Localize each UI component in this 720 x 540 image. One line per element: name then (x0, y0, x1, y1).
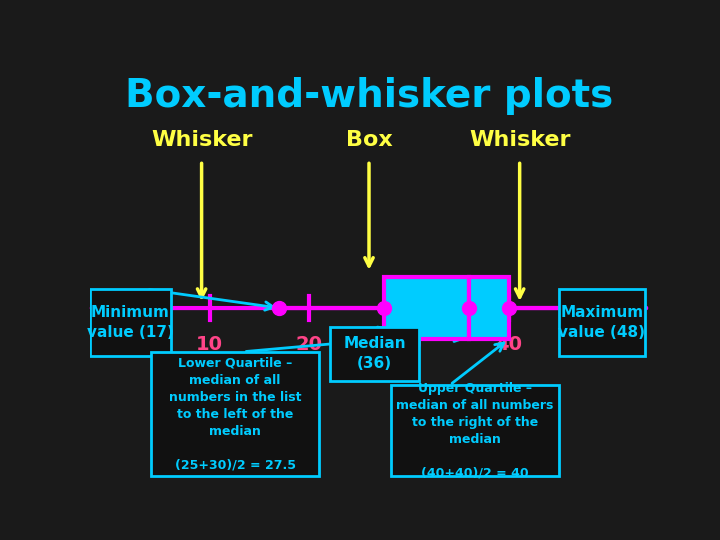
Text: 40: 40 (495, 335, 522, 354)
Text: 10: 10 (196, 335, 223, 354)
Text: 20: 20 (296, 335, 323, 354)
Text: Median
(36): Median (36) (343, 336, 406, 371)
FancyBboxPatch shape (384, 277, 469, 339)
Text: Lower Quartile –
median of all
numbers in the list
to the left of the
median

(2: Lower Quartile – median of all numbers i… (168, 356, 302, 471)
Text: Box-and-whisker plots: Box-and-whisker plots (125, 77, 613, 115)
Text: Minimum
value (17): Minimum value (17) (87, 305, 174, 340)
FancyBboxPatch shape (469, 277, 508, 339)
Text: Whisker: Whisker (469, 130, 570, 150)
FancyBboxPatch shape (90, 289, 171, 356)
Text: 50: 50 (595, 335, 621, 354)
Text: Maximum
value (48): Maximum value (48) (559, 305, 645, 340)
FancyBboxPatch shape (392, 385, 559, 476)
Text: 0: 0 (103, 335, 117, 354)
Text: Whisker: Whisker (151, 130, 252, 150)
Text: 30: 30 (395, 335, 423, 354)
FancyBboxPatch shape (151, 352, 319, 476)
FancyBboxPatch shape (559, 289, 645, 356)
Text: Box: Box (346, 130, 392, 150)
Text: Upper Quartile –
median of all numbers
to the right of the
median

(40+40)/2 = 4: Upper Quartile – median of all numbers t… (396, 382, 554, 480)
FancyBboxPatch shape (330, 327, 419, 381)
